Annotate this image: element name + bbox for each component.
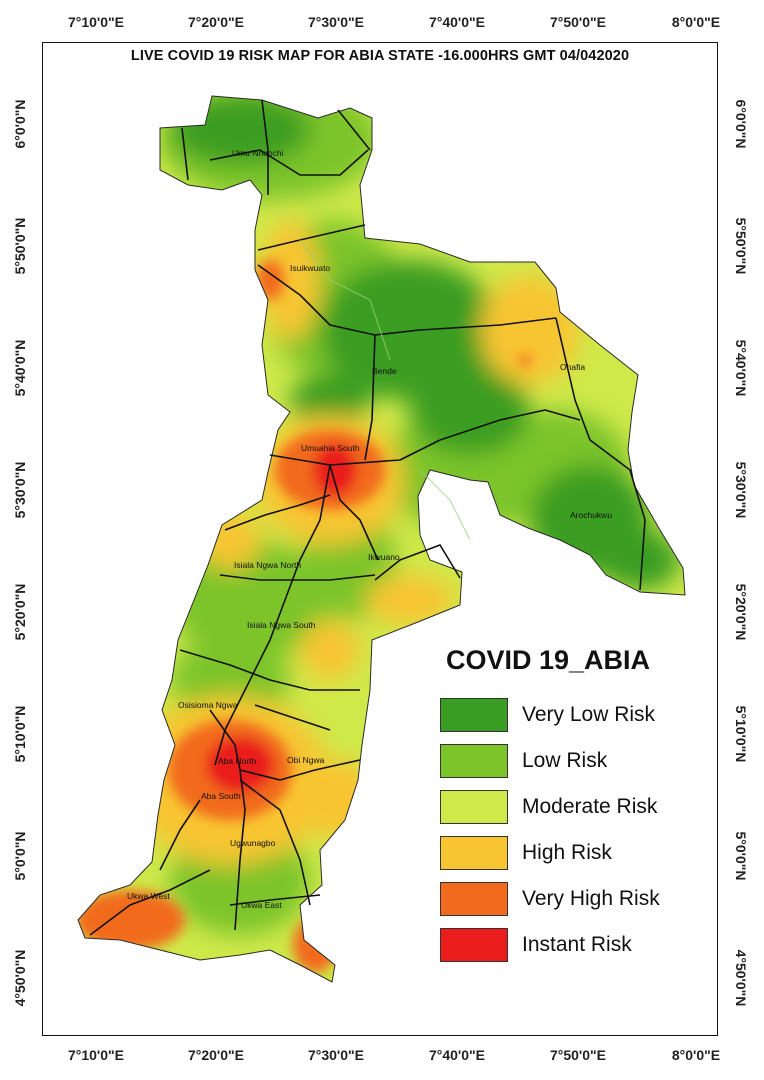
legend-item: High Risk <box>440 830 710 876</box>
very-high-zone <box>519 354 531 366</box>
river <box>299 239 391 361</box>
lon-tick-top-2: 7°20'0"E <box>187 14 245 30</box>
high-zone <box>300 760 380 840</box>
legend-label: Moderate Risk <box>522 795 658 818</box>
high-zone <box>480 275 580 385</box>
high-zone <box>300 620 360 680</box>
legend-item: Low Risk <box>440 738 710 784</box>
legend-label: Low Risk <box>522 749 608 772</box>
very-low-zone <box>410 365 530 455</box>
lon-tick-top-6: 8°0'0"E <box>671 14 721 30</box>
map-title: LIVE COVID 19 RISK MAP FOR ABIA STATE -1… <box>130 48 630 64</box>
label-isiala-ngwa-south: Isiala Ngwa South <box>247 620 316 630</box>
legend-label: Very High Risk <box>522 887 660 910</box>
road <box>254 704 331 731</box>
road <box>224 494 331 531</box>
label-aba-south: Aba South <box>201 791 241 801</box>
instant-zone <box>206 737 274 793</box>
label-ohafia: Ohafia <box>560 362 585 372</box>
legend-label: Very Low Risk <box>522 703 656 726</box>
lon-tick-top-4: 7°40'0"E <box>428 14 486 30</box>
lon-tick-bottom-5: 7°50'0"E <box>549 1047 607 1063</box>
label-obi-ngwa: Obi Ngwa <box>287 755 325 765</box>
label-ukwa-west: Ukwa West <box>127 891 170 901</box>
road <box>269 439 441 466</box>
legend-swatch <box>440 836 508 870</box>
legend-rows: Very Low Risk Low Risk Moderate Risk High R… <box>440 692 710 968</box>
legend-swatch <box>440 744 508 778</box>
label-ukwa-east: Ukwa East <box>241 900 282 910</box>
river <box>419 469 471 541</box>
road <box>329 464 379 561</box>
lon-tick-bottom-3: 7°30'0"E <box>307 1047 365 1063</box>
label-umuahia-south: Umuahia South <box>301 443 360 453</box>
legend-title: COVID 19_ABIA <box>446 645 651 675</box>
road <box>214 464 331 766</box>
road <box>179 649 360 691</box>
very-low-zone <box>290 375 370 425</box>
road <box>181 127 189 181</box>
lon-tick-bottom-1: 7°10'0"E <box>67 1047 125 1063</box>
place-labels: Umu Nneochi Isuikwuato Bende Ohafia Umua… <box>127 148 612 910</box>
road <box>209 709 246 931</box>
river-lines <box>299 239 471 541</box>
legend-swatch <box>440 928 508 962</box>
lon-tick-top-5: 7°50'0"E <box>549 14 607 30</box>
legend-item: Instant Risk <box>440 922 710 968</box>
label-osisioma-ngwa: Osisioma Ngwa <box>178 700 238 710</box>
very-low-zone <box>600 530 680 590</box>
lon-tick-top-3: 7°30'0"E <box>307 14 365 30</box>
road <box>209 149 369 176</box>
legend-item: Very Low Risk <box>440 692 710 738</box>
label-umu-nneochi: Umu Nneochi <box>232 148 284 158</box>
label-isuikwuato: Isuikwuato <box>290 263 330 273</box>
road <box>364 334 376 461</box>
road <box>229 894 321 906</box>
road <box>89 869 211 936</box>
legend-label: High Risk <box>522 841 612 864</box>
road <box>374 544 461 581</box>
road <box>239 779 311 906</box>
road <box>239 759 361 781</box>
label-ikwuano: Ikwuano <box>368 552 400 562</box>
lon-tick-bottom-6: 8°0'0"E <box>671 1047 721 1063</box>
road <box>337 109 371 151</box>
legend-item: Very High Risk <box>440 876 710 922</box>
high-zone <box>260 220 320 340</box>
legend-swatch <box>440 882 508 916</box>
legend-swatch <box>440 698 508 732</box>
high-zone <box>365 575 455 625</box>
very-low-zone <box>320 260 500 400</box>
road <box>439 409 581 441</box>
label-aba-north: Aba North <box>218 756 257 766</box>
legend-label: Instant Risk <box>522 933 632 956</box>
road <box>261 99 269 195</box>
low-zone <box>170 540 330 660</box>
label-isiala-ngwa-north: Isiala Ngwa North <box>234 560 301 570</box>
lon-tick-bottom-2: 7°20'0"E <box>187 1047 245 1063</box>
very-high-zone <box>78 890 185 950</box>
road-network <box>89 99 646 936</box>
road <box>159 799 201 871</box>
label-ugwunagbo: Ugwunagbo <box>230 838 276 848</box>
label-bende: Bende <box>372 366 397 376</box>
label-arochukwu: Arochukwu <box>570 510 612 520</box>
road <box>219 574 376 581</box>
legend-item: Moderate Risk <box>440 784 710 830</box>
lon-tick-top-1: 7°10'0"E <box>67 14 125 30</box>
legend-swatch <box>440 790 508 824</box>
road <box>555 317 646 591</box>
legend: COVID 19_ABIA Very Low Risk Low Risk Moder… <box>440 645 710 968</box>
lon-tick-bottom-4: 7°40'0"E <box>428 1047 486 1063</box>
instant-zone <box>313 444 357 496</box>
